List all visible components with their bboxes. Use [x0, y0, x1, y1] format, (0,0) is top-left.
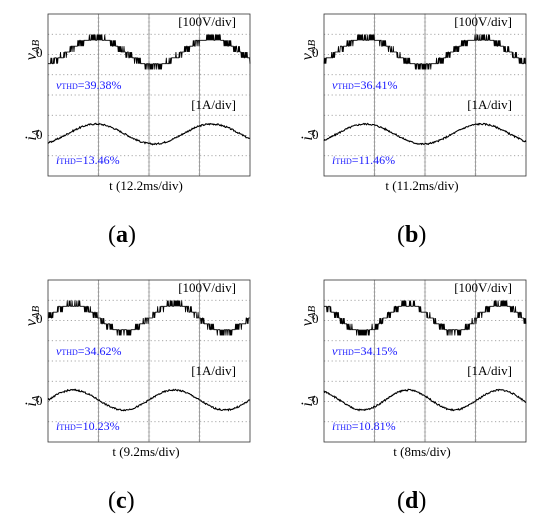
voltage-trace	[48, 300, 250, 336]
time-axis-label: t (11.2ms/div)	[385, 178, 458, 193]
current-trace	[47, 388, 251, 412]
v-axis-label: vAB	[23, 305, 42, 326]
current-scale-label: [1A/div]	[191, 363, 236, 378]
grid-d	[323, 279, 527, 443]
panel-b: vAB iA 0 0 [100V/div] [1A/div] vTHD=36.4…	[276, 0, 536, 250]
zero-label-top: 0	[312, 45, 319, 60]
time-axis-label: t (9.2ms/div)	[112, 444, 179, 459]
current-trace	[323, 122, 527, 146]
voltage-thd-label: vTHD=34.15%	[332, 344, 398, 358]
caption-a: (a)	[108, 222, 136, 248]
caption-d: (d)	[397, 488, 427, 514]
voltage-thd-label: vTHD=36.41%	[332, 78, 398, 92]
voltage-scale-label: [100V/div]	[178, 280, 236, 295]
grid-c	[47, 279, 251, 443]
i-axis-label: iA	[299, 395, 318, 406]
scope-b: vAB iA 0 0 [100V/div] [1A/div] vTHD=36.4…	[299, 13, 527, 193]
grid-a	[47, 13, 251, 177]
zero-label-top: 0	[36, 311, 43, 326]
voltage-thd-label: vTHD=39.38%	[56, 78, 122, 92]
zero-label-top: 0	[36, 45, 43, 60]
current-thd-label: iTHD=10.23%	[56, 419, 120, 433]
caption-c: (c)	[108, 488, 135, 514]
current-scale-label: [1A/div]	[467, 363, 512, 378]
scope-c: vAB iA 0 0 [100V/div] [1A/div] vTHD=34.6…	[23, 279, 251, 459]
zero-label-top: 0	[312, 311, 319, 326]
zero-label-bottom: 0	[312, 127, 319, 142]
panel-d: vAB iA 0 0 [100V/div] [1A/div] vTHD=34.1…	[276, 266, 536, 516]
caption-b: (b)	[397, 222, 427, 248]
i-axis-label: iA	[23, 395, 42, 406]
voltage-trace	[323, 34, 526, 70]
current-scale-label: [1A/div]	[191, 97, 236, 112]
voltage-scale-label: [100V/div]	[454, 280, 512, 295]
scope-frame	[47, 13, 251, 177]
zero-label-bottom: 0	[312, 393, 319, 408]
current-thd-label: iTHD=11.46%	[332, 153, 395, 167]
i-axis-label: iA	[299, 129, 318, 140]
voltage-trace	[48, 34, 251, 70]
scope-frame	[323, 279, 527, 443]
panel-c: vAB iA 0 0 [100V/div] [1A/div] vTHD=34.6…	[0, 266, 260, 516]
current-thd-label: iTHD=10.81%	[332, 419, 396, 433]
v-axis-label: vAB	[23, 39, 42, 60]
panel-a: vAB iA 0 0 [100V/div] [1A/div] vTHD=39.3…	[0, 0, 260, 250]
voltage-thd-label: vTHD=34.62%	[56, 344, 122, 358]
current-scale-label: [1A/div]	[467, 97, 512, 112]
i-axis-label: iA	[23, 129, 42, 140]
scope-frame	[323, 13, 527, 177]
current-trace	[323, 388, 527, 412]
voltage-scale-label: [100V/div]	[178, 14, 236, 29]
v-axis-label: vAB	[299, 305, 318, 326]
time-axis-label: t (8ms/div)	[393, 444, 450, 459]
voltage-trace	[324, 300, 527, 336]
scope-a: vAB iA 0 0 [100V/div] [1A/div] vTHD=39.3…	[23, 13, 251, 193]
time-axis-label: t (12.2ms/div)	[109, 178, 183, 193]
current-trace	[47, 122, 250, 146]
scope-d: vAB iA 0 0 [100V/div] [1A/div] vTHD=34.1…	[299, 279, 527, 459]
v-axis-label: vAB	[299, 39, 318, 60]
current-thd-label: iTHD=13.46%	[56, 153, 120, 167]
scope-frame	[47, 279, 251, 443]
grid-b	[323, 13, 527, 177]
voltage-scale-label: [100V/div]	[454, 14, 512, 29]
zero-label-bottom: 0	[36, 393, 43, 408]
zero-label-bottom: 0	[36, 127, 43, 142]
